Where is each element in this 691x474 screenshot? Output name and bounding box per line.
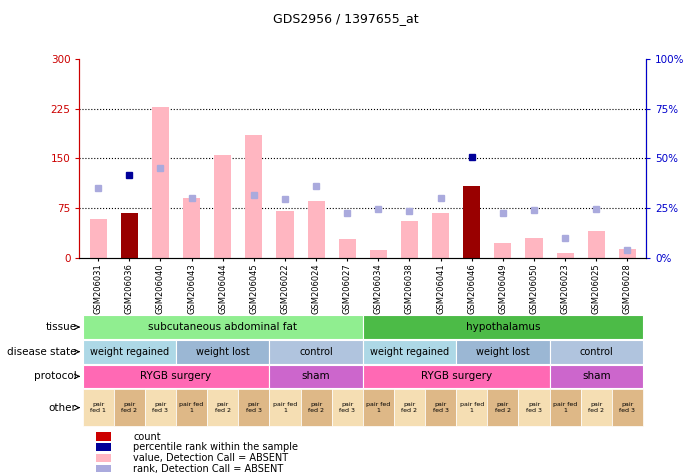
Bar (432, 213, 449, 258)
Text: count: count (133, 431, 161, 441)
Text: pair
fed 2: pair fed 2 (215, 402, 231, 413)
Text: value, Detection Call = ABSENT: value, Detection Call = ABSENT (133, 453, 288, 463)
Bar (394, 390, 425, 426)
Text: pair
fed 2: pair fed 2 (495, 402, 511, 413)
Bar (207, 390, 238, 426)
Text: pair fed
1: pair fed 1 (180, 402, 204, 413)
Bar (494, 243, 511, 258)
Bar (214, 155, 231, 258)
Bar (83, 315, 363, 339)
Bar (176, 340, 269, 364)
Text: pair
fed 1: pair fed 1 (91, 402, 106, 413)
Bar (456, 390, 487, 426)
Bar (307, 201, 325, 258)
Bar (487, 390, 518, 426)
Text: RYGB surgery: RYGB surgery (140, 371, 211, 382)
Bar (619, 248, 636, 258)
Bar (245, 135, 263, 258)
Text: control: control (579, 346, 613, 357)
Text: sham: sham (582, 371, 611, 382)
Bar (97, 465, 111, 473)
Bar (425, 390, 456, 426)
Bar (556, 253, 574, 258)
Text: subcutaneous abdominal fat: subcutaneous abdominal fat (148, 322, 297, 332)
Bar (269, 340, 363, 364)
Text: percentile rank within the sample: percentile rank within the sample (133, 442, 299, 452)
Bar (370, 250, 387, 258)
Bar (363, 390, 394, 426)
Bar (121, 213, 138, 258)
Bar (612, 390, 643, 426)
Bar (97, 454, 111, 462)
Text: pair
fed 3: pair fed 3 (526, 402, 542, 413)
Text: control: control (299, 346, 333, 357)
Bar (238, 390, 269, 426)
Text: pair
fed 3: pair fed 3 (246, 402, 262, 413)
Bar (463, 186, 480, 258)
Bar (456, 340, 549, 364)
Bar (90, 219, 106, 258)
Text: pair
fed 3: pair fed 3 (339, 402, 355, 413)
Bar (83, 340, 176, 364)
Bar (588, 231, 605, 258)
Text: RYGB surgery: RYGB surgery (421, 371, 492, 382)
Text: pair fed
1: pair fed 1 (273, 402, 297, 413)
Text: pair
fed 2: pair fed 2 (401, 402, 417, 413)
Text: weight regained: weight regained (370, 346, 449, 357)
Bar (525, 238, 542, 258)
Bar (276, 211, 294, 258)
Bar (549, 365, 643, 388)
Text: disease state: disease state (7, 346, 77, 357)
Bar (269, 365, 363, 388)
Bar (183, 198, 200, 258)
Bar (83, 365, 269, 388)
Bar (332, 390, 363, 426)
Bar (363, 340, 456, 364)
Text: pair
fed 2: pair fed 2 (122, 402, 138, 413)
Bar (121, 213, 138, 258)
Text: pair
fed 2: pair fed 2 (588, 402, 604, 413)
Text: pair
fed 3: pair fed 3 (153, 402, 169, 413)
Bar (269, 390, 301, 426)
Text: pair fed
1: pair fed 1 (553, 402, 577, 413)
Text: pair
fed 3: pair fed 3 (433, 402, 448, 413)
Bar (401, 221, 418, 258)
Text: GDS2956 / 1397655_at: GDS2956 / 1397655_at (273, 12, 418, 25)
Bar (145, 390, 176, 426)
Bar (301, 390, 332, 426)
Bar (97, 443, 111, 451)
Text: weight regained: weight regained (90, 346, 169, 357)
Text: weight lost: weight lost (196, 346, 249, 357)
Text: hypothalamus: hypothalamus (466, 322, 540, 332)
Bar (549, 390, 580, 426)
Text: weight lost: weight lost (476, 346, 530, 357)
Bar (152, 107, 169, 258)
Bar (83, 390, 114, 426)
Bar (463, 188, 480, 258)
Text: rank, Detection Call = ABSENT: rank, Detection Call = ABSENT (133, 464, 283, 474)
Text: tissue: tissue (46, 322, 77, 332)
Bar (363, 365, 549, 388)
Bar (339, 239, 356, 258)
Text: sham: sham (302, 371, 330, 382)
Text: protocol: protocol (34, 371, 77, 382)
Bar (549, 340, 643, 364)
Text: pair
fed 3: pair fed 3 (619, 402, 636, 413)
Text: pair
fed 2: pair fed 2 (308, 402, 324, 413)
Bar (518, 390, 549, 426)
Text: other: other (49, 402, 77, 413)
Bar (97, 432, 111, 440)
Bar (114, 390, 145, 426)
Bar (363, 315, 643, 339)
Bar (176, 390, 207, 426)
Text: pair fed
1: pair fed 1 (460, 402, 484, 413)
Text: pair fed
1: pair fed 1 (366, 402, 390, 413)
Bar (580, 390, 612, 426)
